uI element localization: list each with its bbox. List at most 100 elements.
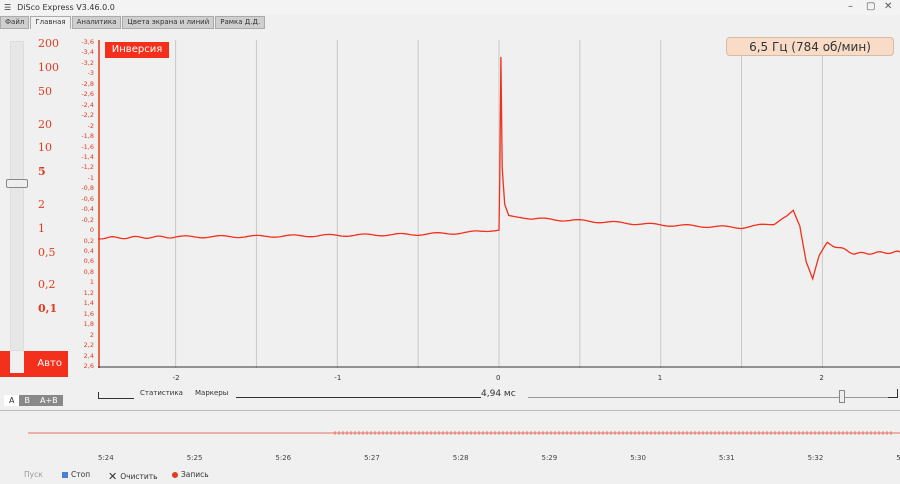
timeline-label: 5:29 — [541, 454, 558, 462]
y-tick-label: -3 — [87, 69, 94, 78]
y-tick-label: 0,6 — [83, 257, 94, 266]
y-tick-label: 2,4 — [83, 351, 94, 360]
frequency-readout: 6,5 Гц (784 об/мин) — [726, 37, 894, 56]
y-tick-label: 2,2 — [83, 341, 94, 350]
timeline-label: 5:26 — [275, 454, 292, 462]
inversion-button[interactable]: Инверсия — [105, 42, 169, 58]
stop-button[interactable]: Стоп — [62, 470, 90, 479]
channel-tab-a[interactable]: A — [4, 395, 20, 406]
scale-option[interactable]: 0,5 — [38, 246, 56, 259]
ribbon-tabs: Файл Главная Аналитика Цвета экрана и ли… — [0, 16, 266, 29]
y-tick-label: -0,6 — [81, 194, 94, 203]
start-label: Пуск — [24, 470, 43, 479]
y-tick-label: -2,2 — [81, 111, 94, 120]
x-tick-label: 1 — [657, 374, 663, 382]
y-tick-label: 1,6 — [83, 309, 94, 318]
y-tick-label: -0,2 — [81, 215, 94, 224]
y-tick-label: 1,8 — [83, 320, 94, 329]
timebase-slider[interactable] — [528, 397, 888, 398]
auto-label: Авто — [37, 358, 62, 369]
y-tick-label: -3,4 — [81, 48, 94, 57]
scale-option[interactable]: 10 — [38, 141, 52, 154]
scale-slider[interactable] — [10, 41, 24, 351]
minimize-icon[interactable]: – — [848, 1, 853, 12]
timeline-label: 5:25 — [186, 454, 203, 462]
scale-slider-thumb[interactable] — [6, 179, 28, 188]
oscilloscope-plot[interactable] — [98, 40, 900, 368]
window-title: DiSco Express V3.46.0.0 — [17, 3, 115, 12]
tab-frame[interactable]: Рамка Д.Д. — [215, 16, 266, 29]
x-tick-label: 0 — [496, 374, 501, 382]
tab-analytics[interactable]: Аналитика — [71, 16, 122, 29]
y-tick-label: 1 — [89, 278, 94, 287]
timeline-label: 5:33 — [896, 454, 900, 462]
start-button[interactable]: Пуск — [24, 470, 43, 479]
scale-option[interactable]: 50 — [38, 85, 52, 98]
y-tick-label: 0,4 — [83, 247, 94, 256]
y-tick-label: -2,8 — [81, 79, 94, 88]
y-tick-label: -1,8 — [81, 132, 94, 141]
y-tick-label: -1 — [87, 173, 94, 182]
timeline-label: 5:24 — [98, 454, 114, 462]
channel-tab-ab[interactable]: A+B — [34, 395, 63, 406]
markers-tab[interactable]: Маркеры — [195, 389, 229, 397]
x-tick-label: -2 — [172, 374, 180, 382]
app-menu-icon[interactable]: ☰ — [4, 3, 12, 12]
scale-option[interactable]: 1 — [38, 222, 45, 235]
signal-trace — [98, 56, 900, 282]
clear-label: Очистить — [120, 472, 158, 481]
y-tick-label: 1,4 — [83, 299, 94, 308]
y-tick-label: -0,4 — [81, 205, 94, 214]
timeline-label: 5:32 — [807, 454, 824, 462]
channel-tab-b[interactable]: B — [19, 395, 35, 406]
stop-icon — [62, 471, 68, 478]
record-button[interactable]: Запись — [172, 470, 209, 479]
timeline-label: 5:28 — [452, 454, 469, 462]
y-tick-label: -0,8 — [81, 184, 94, 193]
y-tick-label: -1,2 — [81, 163, 94, 172]
y-tick-label: -3,6 — [81, 38, 94, 46]
statistics-tab[interactable]: Статистика — [140, 389, 183, 397]
stop-label: Стоп — [71, 470, 91, 479]
y-tick-label: 2,6 — [83, 362, 94, 370]
y-tick-label: -1,6 — [81, 142, 94, 151]
y-tick-label: -2 — [87, 121, 94, 130]
y-tick-label: -2,4 — [81, 100, 94, 109]
timebase-readout: 4,94 мс — [481, 389, 516, 399]
scale-option[interactable]: 20 — [38, 118, 52, 131]
channel-tabs: A B A+B — [4, 395, 63, 406]
clear-button[interactable]: ✕ Очистить — [108, 470, 158, 483]
close-icon[interactable]: ✕ — [884, 1, 893, 12]
timeline-label: 5:27 — [364, 454, 380, 462]
tab-file[interactable]: Файл — [0, 16, 30, 29]
y-tick-label: 0 — [89, 226, 94, 235]
scale-option[interactable]: 200 — [38, 37, 59, 50]
scale-option[interactable]: 100 — [38, 61, 59, 74]
recording-timeline[interactable] — [0, 420, 900, 450]
scale-option[interactable]: 2 — [38, 198, 45, 211]
y-tick-label: 0,8 — [83, 267, 94, 276]
y-tick-label: 0,2 — [83, 236, 94, 245]
bottom-bar: Статистика Маркеры 4,94 мс — [98, 389, 900, 403]
title-bar: ☰ DiSco Express V3.46.0.0 – ▢ ✕ — [0, 0, 900, 15]
tab-home[interactable]: Главная — [30, 16, 71, 29]
y-tick-label: 2 — [89, 330, 94, 339]
y-tick-label: -2,6 — [81, 90, 94, 99]
auto-button[interactable]: Авто — [0, 351, 68, 377]
scale-option[interactable]: 0,2 — [38, 278, 56, 291]
timeline-label: 5:31 — [718, 454, 735, 462]
maximize-icon[interactable]: ▢ — [866, 1, 876, 12]
scale-option[interactable]: 5 — [38, 165, 46, 178]
record-label: Запись — [181, 470, 209, 479]
y-tick-label: -1,4 — [81, 152, 94, 161]
timeline-label: 5:30 — [630, 454, 646, 462]
record-icon — [172, 471, 178, 478]
scale-option[interactable]: 0,1 — [38, 302, 58, 315]
x-tick-label: -1 — [334, 374, 342, 382]
x-tick-label: 2 — [819, 374, 824, 382]
y-tick-label: -3,2 — [81, 58, 94, 67]
timebase-slider-thumb[interactable] — [839, 390, 845, 403]
y-tick-label: 1,2 — [83, 288, 94, 297]
clear-icon: ✕ — [108, 470, 118, 483]
tab-colors[interactable]: Цвета экрана и линий — [122, 16, 215, 29]
